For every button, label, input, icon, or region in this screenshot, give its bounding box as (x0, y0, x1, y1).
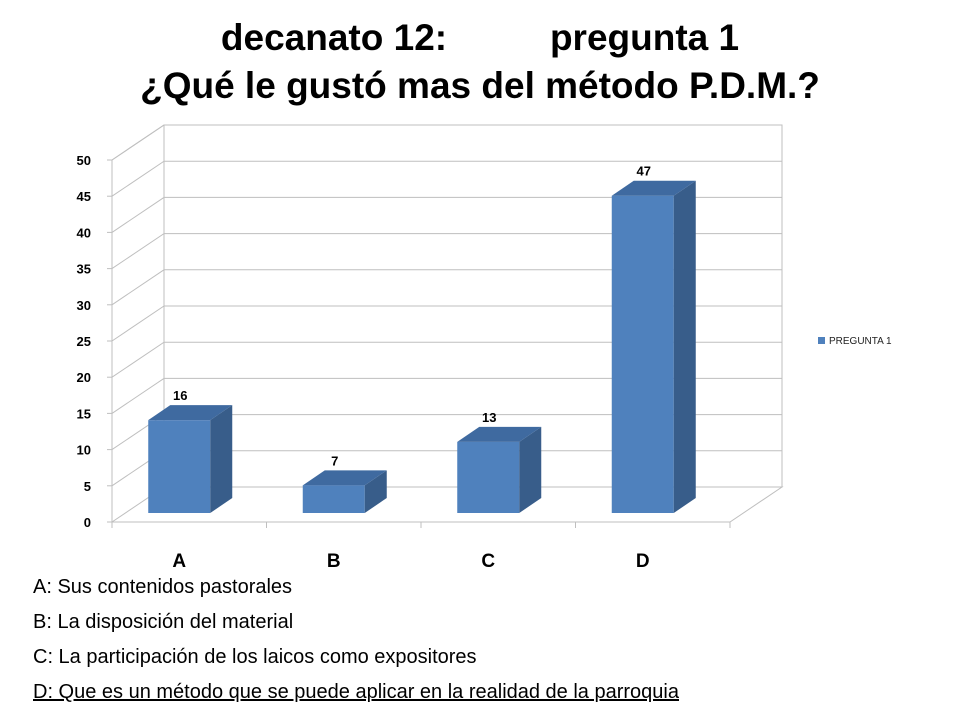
chart-floor (110, 486, 784, 523)
x-category-label: B (327, 551, 341, 572)
x-category-label: C (481, 551, 495, 572)
y-axis-ticks: 0 5 10 15 20 25 30 35 40 45 50 (77, 153, 91, 530)
y-tick-label: 30 (77, 298, 91, 313)
bar-front (611, 195, 674, 513)
title-decanato: decanato 12: (220, 17, 448, 58)
x-category-label: A (172, 551, 186, 572)
slide-title: decanato 12: pregunta 1 ¿Qué le gustó ma… (0, 14, 960, 110)
bar-top (457, 426, 542, 442)
title-question: ¿Qué le gustó mas del método P.D.M.? (140, 65, 820, 106)
gridline (111, 269, 782, 306)
note-d: D: Que es un método que se puede aplicar… (33, 681, 679, 703)
bar-top (302, 470, 387, 486)
data-label: 13 (482, 410, 496, 425)
note-c: C: La participación de los laicos como e… (33, 646, 477, 668)
gridline (111, 377, 782, 414)
y-tick-label: 0 (84, 515, 91, 530)
chart-legend: PREGUNTA 1 (818, 336, 892, 347)
note-b: B: La disposición del material (33, 611, 294, 633)
bar-front (457, 441, 520, 513)
y-tick-label: 10 (77, 443, 91, 458)
gridline (111, 160, 782, 197)
gridline (111, 305, 782, 342)
y-tick-label: 35 (77, 262, 91, 277)
y-tick-label: 40 (77, 225, 91, 240)
legend-swatch (818, 337, 825, 344)
bar-side (210, 405, 233, 513)
y-tick-label: 25 (77, 334, 91, 349)
gridline (111, 196, 782, 233)
bar-chart: 0 5 10 15 20 25 30 35 40 45 50 16 7 13 47 A B C D PREGUN… (77, 124, 892, 572)
gridline (111, 233, 782, 270)
bar-front (302, 485, 365, 513)
y-tick-label: 15 (77, 406, 91, 421)
x-axis-categories: A B C D (111, 522, 731, 572)
y-tick-label: 50 (77, 153, 91, 168)
chart-bars: 16 7 13 47 (148, 164, 696, 513)
bar-side (364, 470, 387, 513)
title-pregunta: pregunta 1 (549, 17, 740, 58)
y-tick-label: 20 (77, 370, 91, 385)
bar-top (148, 405, 233, 421)
bar-side (673, 180, 696, 513)
bar-side (519, 426, 542, 513)
gridline (111, 124, 782, 161)
data-label: 16 (173, 388, 187, 403)
legend-label: PREGUNTA 1 (829, 336, 892, 347)
data-label: 7 (331, 453, 338, 468)
title-line-1: decanato 12: pregunta 1 (0, 14, 960, 62)
gridline (111, 341, 782, 378)
x-category-label: D (636, 551, 650, 572)
note-a: A: Sus contenidos pastorales (33, 576, 293, 598)
bar-top (611, 180, 696, 196)
y-tick-label: 5 (84, 479, 91, 494)
y-tick-label: 45 (77, 189, 91, 204)
bar-front (148, 420, 211, 513)
data-label: 47 (637, 164, 651, 179)
category-notes: A: Sus contenidos pastorales B: La dispo… (33, 570, 679, 710)
